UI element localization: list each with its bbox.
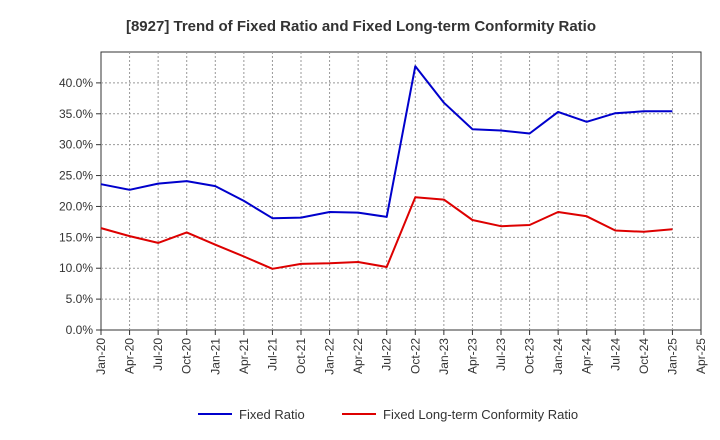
x-tick-label: Jul-20 <box>151 338 165 371</box>
plot-area <box>100 51 702 331</box>
legend-label-2: Fixed Long-term Conformity Ratio <box>383 407 578 422</box>
x-tick-label: Oct-20 <box>180 338 194 374</box>
x-tick-label: Oct-22 <box>408 338 422 374</box>
y-tick-label: 40.0% <box>59 76 93 90</box>
x-tick-label: Oct-23 <box>523 338 537 374</box>
y-tick-label: 35.0% <box>59 107 93 121</box>
y-tick-label: 20.0% <box>59 199 93 213</box>
x-tick-label: Jul-22 <box>380 338 394 371</box>
y-tick-label: 5.0% <box>66 292 94 306</box>
x-tick-label: Jan-25 <box>665 338 679 375</box>
x-axis: Jan-20 Apr-20 Jul-20 Oct-20 Jan-21 Apr-21 Jul-… <box>94 330 708 375</box>
x-tick-label: Jan-23 <box>437 338 451 375</box>
series-line-2 <box>100 196 673 270</box>
legend: Fixed Ratio Fixed Long-term Conformity Ra… <box>198 407 578 422</box>
x-tick-label: Jul-24 <box>608 338 622 371</box>
y-tick-label: 15.0% <box>59 230 93 244</box>
x-tick-label: Jan-24 <box>551 338 565 375</box>
x-tick-label: Jan-21 <box>208 338 222 375</box>
x-tick-label: Jan-20 <box>94 338 108 375</box>
legend-label-1: Fixed Ratio <box>239 407 305 422</box>
x-tick-label: Apr-21 <box>237 338 251 374</box>
x-tick-label: Jul-23 <box>494 338 508 371</box>
x-tick-label: Apr-23 <box>465 338 479 374</box>
x-tick-label: Jul-21 <box>265 338 279 371</box>
y-tick-label: 0.0% <box>66 323 94 337</box>
x-tick-label: Apr-24 <box>580 338 594 374</box>
x-tick-label: Apr-22 <box>351 338 365 374</box>
y-tick-label: 10.0% <box>59 261 93 275</box>
x-tick-label: Oct-24 <box>637 338 651 374</box>
chart-title: [8927] Trend of Fixed Ratio and Fixed Lo… <box>126 18 596 35</box>
y-tick-label: 30.0% <box>59 138 93 152</box>
x-tick-label: Jan-22 <box>323 338 337 375</box>
x-tick-label: Oct-21 <box>294 338 308 374</box>
x-tick-label: Apr-25 <box>694 338 708 374</box>
series-lines <box>100 65 673 270</box>
y-axis: 0.0% 5.0% 10.0% 15.0% 20.0% 25.0% 30.0% 35.0% 40… <box>59 76 101 337</box>
x-tick-label: Apr-20 <box>123 338 137 374</box>
y-tick-label: 25.0% <box>59 169 93 183</box>
series-line-1 <box>100 65 673 220</box>
